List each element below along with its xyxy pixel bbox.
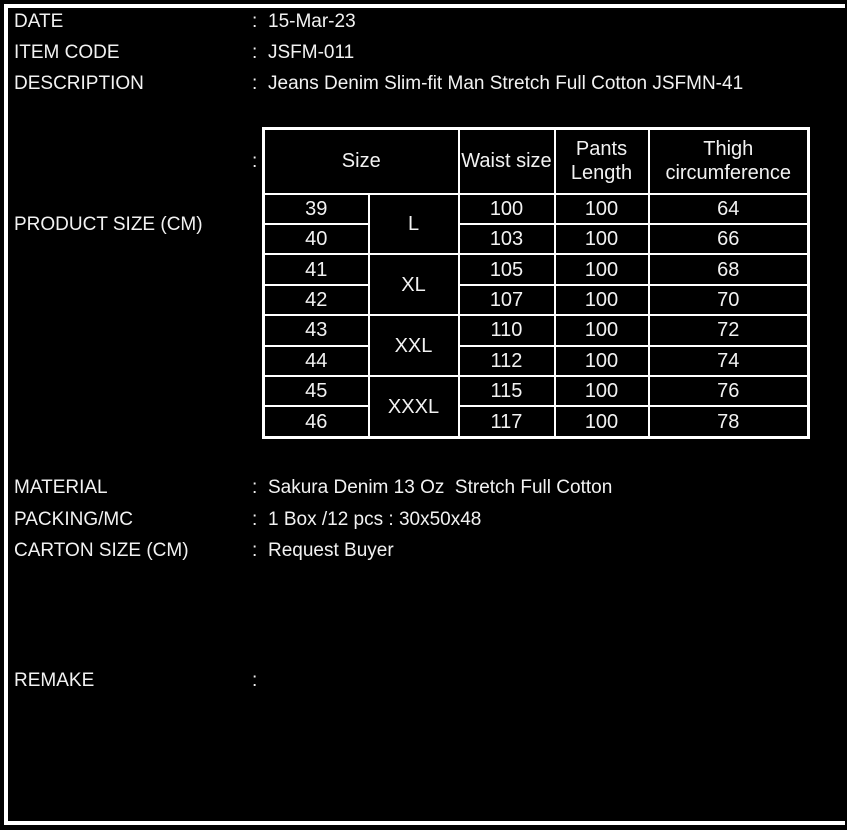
thigh-cell: 72 [647,314,810,347]
size-number-cell: 40 [262,222,370,256]
material-value: Sakura Denim 13 Oz Stretch Full Cotton [268,477,613,498]
pants-length-cell: 100 [553,344,650,378]
size-group-cell: XXL [367,314,460,378]
packing-label: PACKING/MC [14,509,133,530]
table-row: 41 XL 105 100 68 [262,253,810,317]
carton-size-separator: : [252,540,258,561]
thigh-circumference-header-cell: Thigh circumference [647,127,810,195]
item-code-separator: : [252,42,258,63]
size-number-cell: 41 [262,253,370,286]
size-header-cell: Size [262,127,460,195]
date-value: 15-Mar-23 [268,11,356,32]
waist-cell: 107 [457,283,556,317]
pants-length-cell: 100 [553,192,650,225]
pants-length-cell: 100 [553,253,650,286]
packing-value: 1 Box /12 pcs : 30x50x48 [268,509,482,530]
table-row: 45 XXXL 115 100 76 [262,375,810,439]
pants-length-header-cell: Pants Length [553,127,650,195]
table-row: 46 117 100 78 [262,405,810,439]
packing-separator: : [252,509,258,530]
pants-length-cell: 100 [553,405,650,439]
waist-cell: 105 [457,253,556,286]
product-size-table: Size Waist size Pants Length Thigh circu… [262,127,810,439]
table-row: 43 XXL 110 100 72 [262,314,810,378]
waist-cell: 100 [457,192,556,225]
table-row: 42 107 100 70 [262,283,810,317]
size-number-cell: 43 [262,314,370,347]
size-number-cell: 44 [262,344,370,378]
material-label: MATERIAL [14,477,108,498]
thigh-cell: 64 [647,192,810,225]
table-row: 44 112 100 74 [262,344,810,378]
size-group-cell: XL [367,253,460,317]
pants-length-cell: 100 [553,375,650,408]
description-value: Jeans Denim Slim-fit Man Stretch Full Co… [268,73,744,94]
thigh-cell: 78 [647,405,810,439]
thigh-cell: 76 [647,375,810,408]
carton-size-label: CARTON SIZE (CM) [14,540,189,561]
size-group-cell: XXXL [367,375,460,439]
size-number-cell: 46 [262,405,370,439]
remake-label: REMAKE [14,670,95,691]
product-size-separator: : [252,151,258,172]
pants-length-cell: 100 [553,222,650,256]
table-header-row: Size Waist size Pants Length Thigh circu… [262,127,810,195]
thigh-cell: 68 [647,253,810,286]
pants-length-cell: 100 [553,283,650,317]
waist-cell: 103 [457,222,556,256]
product-size-label: PRODUCT SIZE (CM) [14,214,203,235]
description-label: DESCRIPTION [14,73,144,94]
thigh-cell: 74 [647,344,810,378]
carton-size-value: Request Buyer [268,540,394,561]
date-separator: : [252,11,258,32]
date-label: DATE [14,11,64,32]
table-row: 39 L 100 100 64 [262,192,810,256]
waist-cell: 117 [457,405,556,439]
table-row: 40 103 100 66 [262,222,810,256]
material-separator: : [252,477,258,498]
item-code-label: ITEM CODE [14,42,120,63]
size-number-cell: 45 [262,375,370,408]
size-number-cell: 39 [262,192,370,225]
size-group-cell: L [367,192,460,256]
thigh-cell: 66 [647,222,810,256]
waist-cell: 112 [457,344,556,378]
description-separator: : [252,73,258,94]
waist-size-header-cell: Waist size [457,127,556,195]
remake-separator: : [252,670,258,691]
item-code-value: JSFM-011 [268,42,355,63]
size-number-cell: 42 [262,283,370,317]
waist-cell: 110 [457,314,556,347]
waist-cell: 115 [457,375,556,408]
pants-length-cell: 100 [553,314,650,347]
thigh-cell: 70 [647,283,810,317]
